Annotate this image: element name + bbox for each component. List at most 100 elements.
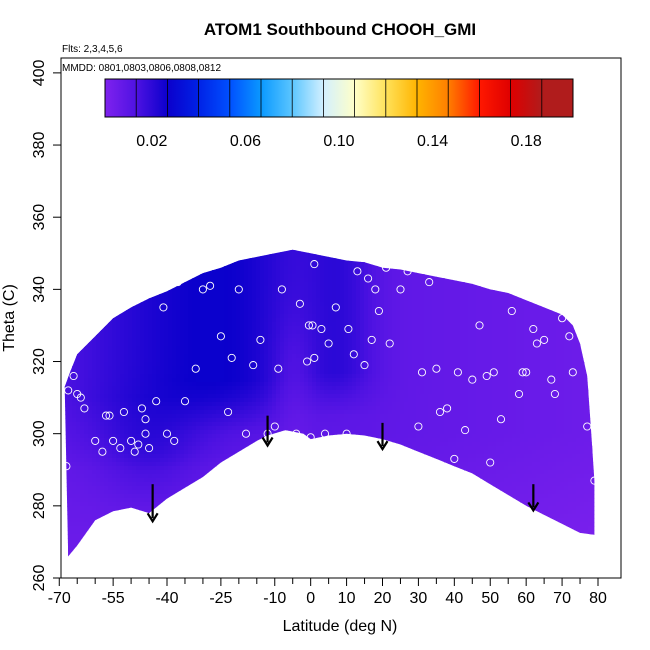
heatmap-cell <box>236 286 241 291</box>
heatmap-cell <box>188 306 193 311</box>
heatmap-cell <box>200 442 205 447</box>
heatmap-cell <box>260 270 265 275</box>
heatmap-cell <box>124 402 129 407</box>
heatmap-cell <box>164 242 169 247</box>
heatmap-cell <box>176 534 181 539</box>
heatmap-cell <box>236 470 241 475</box>
heatmap-cell <box>84 274 89 279</box>
heatmap-cell <box>140 434 145 439</box>
heatmap-cell <box>72 350 77 355</box>
heatmap-cell <box>268 470 273 475</box>
heatmap-cell <box>284 346 289 351</box>
heatmap-cell <box>120 290 125 295</box>
heatmap-cell <box>72 550 77 555</box>
heatmap-cell <box>232 414 237 419</box>
heatmap-cell <box>244 402 249 407</box>
heatmap-cell <box>192 374 197 379</box>
heatmap-cell <box>296 294 301 299</box>
heatmap-cell <box>296 338 301 343</box>
heatmap-cell <box>172 274 177 279</box>
heatmap-cell <box>156 358 161 363</box>
heatmap-cell <box>68 398 73 403</box>
heatmap-cell <box>124 542 129 547</box>
heatmap-cell <box>252 550 257 555</box>
heatmap-cell <box>176 478 181 483</box>
heatmap-cell <box>192 470 197 475</box>
heatmap-cell <box>168 490 173 495</box>
heatmap-cell <box>172 558 177 563</box>
heatmap-cell <box>180 498 185 503</box>
heatmap-cell <box>128 462 133 467</box>
heatmap-cell <box>296 334 301 339</box>
heatmap-cell <box>220 498 225 503</box>
heatmap-cell <box>184 542 189 547</box>
heatmap-cell <box>252 542 257 547</box>
heatmap-cell <box>200 454 205 459</box>
heatmap-cell <box>120 274 125 279</box>
heatmap-cell <box>224 342 229 347</box>
heatmap-cell <box>164 402 169 407</box>
heatmap-cell <box>204 274 209 279</box>
heatmap-cell <box>148 426 153 431</box>
heatmap-cell <box>192 490 197 495</box>
heatmap-cell <box>120 502 125 507</box>
heatmap-cell <box>76 282 81 287</box>
heatmap-cell <box>284 458 289 463</box>
heatmap-cell <box>236 238 241 243</box>
heatmap-cell <box>220 470 225 475</box>
heatmap-cell <box>120 286 125 291</box>
heatmap-cell <box>224 542 229 547</box>
heatmap-cell <box>280 334 285 339</box>
heatmap-cell <box>220 414 225 419</box>
heatmap-cell <box>92 282 97 287</box>
heatmap-cell <box>116 462 121 467</box>
heatmap-cell <box>256 418 261 423</box>
heatmap-cell <box>224 438 229 443</box>
heatmap-cell <box>268 418 273 423</box>
heatmap-cell <box>120 430 125 435</box>
heatmap-cell <box>292 306 297 311</box>
heatmap-cell <box>96 254 101 259</box>
heatmap-cell <box>68 342 73 347</box>
heatmap-cell <box>184 382 189 387</box>
heatmap-cell <box>184 390 189 395</box>
heatmap-cell <box>236 330 241 335</box>
heatmap-cell <box>144 482 149 487</box>
heatmap-cell <box>240 266 245 271</box>
heatmap-cell <box>176 334 181 339</box>
heatmap-cell <box>132 478 137 483</box>
heatmap-cell <box>236 430 241 435</box>
heatmap-cell <box>192 314 197 319</box>
heatmap-cell <box>268 474 273 479</box>
heatmap-cell <box>280 414 285 419</box>
heatmap-cell <box>64 442 69 447</box>
heatmap-cell <box>64 274 69 279</box>
heatmap-cell <box>84 510 89 515</box>
heatmap-cell <box>80 522 85 527</box>
heatmap-cell <box>240 446 245 451</box>
heatmap-cell <box>168 338 173 343</box>
heatmap-cell <box>120 358 125 363</box>
heatmap-cell <box>288 394 293 399</box>
heatmap-cell <box>172 538 177 543</box>
heatmap-cell <box>240 366 245 371</box>
heatmap-cell <box>132 330 137 335</box>
heatmap-cell <box>148 526 153 531</box>
heatmap-cell <box>284 310 289 315</box>
heatmap-cell <box>76 262 81 267</box>
heatmap-cell <box>264 390 269 395</box>
heatmap-cell <box>216 390 221 395</box>
heatmap-cell <box>248 310 253 315</box>
heatmap-cell <box>156 554 161 557</box>
heatmap-cell <box>268 338 273 343</box>
heatmap-cell <box>228 418 233 423</box>
heatmap-cell <box>260 530 265 535</box>
heatmap-cell <box>164 366 169 371</box>
heatmap-cell <box>128 430 133 435</box>
heatmap-cell <box>80 398 85 403</box>
heatmap-cell <box>132 342 137 347</box>
heatmap-cell <box>168 522 173 527</box>
heatmap-cell <box>84 478 89 483</box>
heatmap-cell <box>240 294 245 299</box>
heatmap-cell <box>160 254 165 259</box>
